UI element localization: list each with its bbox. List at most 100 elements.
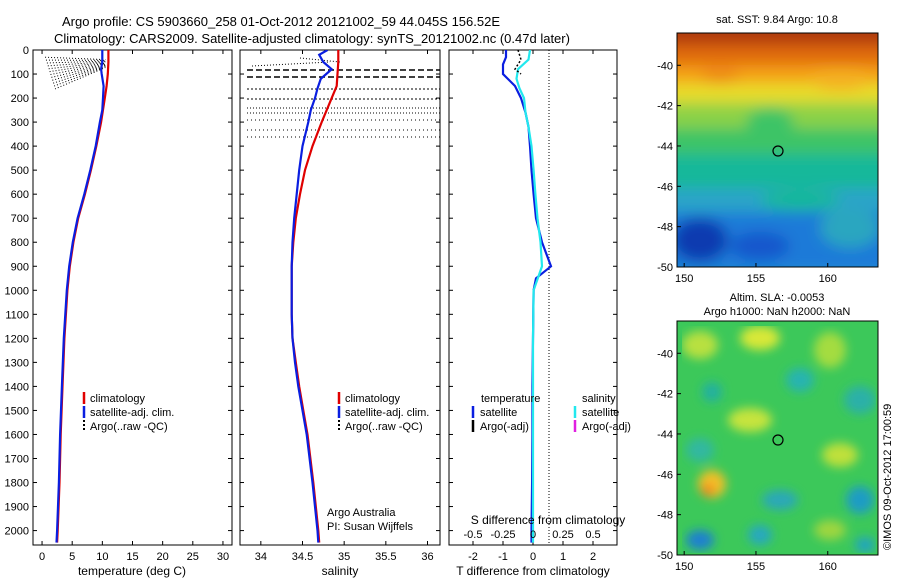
legend-label-s-satellite: satellite xyxy=(582,407,619,419)
x-tick-label: 5 xyxy=(69,551,75,563)
map-x-tick-label: 160 xyxy=(819,561,837,573)
y-tick-label: 100 xyxy=(11,69,29,81)
sst-map-axes: 150 155 160 -50 -48 -46 -44 -42 -40 xyxy=(657,60,837,285)
figure-title-line1: Argo profile: CS 5903660_258 01-Oct-2012… xyxy=(62,14,500,29)
secondary-tick-label: -0.5 xyxy=(464,529,483,541)
x-tick-label: 1 xyxy=(560,551,566,563)
temperature-argo-profiles xyxy=(45,56,106,90)
difference-x-axis: -2 -1 0 1 2 xyxy=(468,50,596,563)
temperature-xlabel: temperature (deg C) xyxy=(78,564,186,578)
series-line-satellite-adj-clim- xyxy=(55,50,105,543)
argo-temperature-line xyxy=(54,67,106,90)
map-y-tick-label: -40 xyxy=(657,348,673,360)
secondary-tick-label: -0.25 xyxy=(490,529,515,541)
sla-heatmap xyxy=(677,321,878,555)
y-tick-label: 900 xyxy=(11,261,29,273)
difference-xlabel: T difference from climatology xyxy=(456,564,610,578)
y-tick-label: 1500 xyxy=(5,405,29,417)
difference-panel: -2 -1 0 1 2 T difference from climatology S … xyxy=(448,49,631,578)
map-y-tick-label: -48 xyxy=(657,510,673,522)
y-tick-label: 800 xyxy=(11,237,29,249)
sla-map-axes: 150 155 160 -50 -48 -46 -44 -42 -40 xyxy=(657,348,837,573)
legend-label-s-argo: Argo(-adj) xyxy=(582,421,631,433)
x-tick-label: 10 xyxy=(96,551,108,563)
argo-float-marker xyxy=(772,145,784,157)
y-tick-label: 1400 xyxy=(5,381,29,393)
temperature-panel: 0100200300400500600700800900100011001200… xyxy=(5,45,233,578)
y-tick-label: 500 xyxy=(11,165,29,177)
argo-temperature-line xyxy=(50,63,106,76)
secondary-tick-label: 0.25 xyxy=(552,529,573,541)
x-tick-label: 34.5 xyxy=(292,551,313,563)
map-y-tick-label: -40 xyxy=(657,60,673,72)
salinity-y-ticks xyxy=(240,49,440,532)
difference-secondary-ticks: -0.5 -0.25 0 0.25 0.5 xyxy=(464,529,601,541)
map-y-tick-label: -50 xyxy=(657,550,673,562)
argo-temperature-line xyxy=(52,64,106,81)
map-y-tick-label: -42 xyxy=(657,101,673,113)
map-y-tick-label: -44 xyxy=(657,141,673,153)
map-x-tick-label: 160 xyxy=(819,273,837,285)
x-tick-label: 15 xyxy=(126,551,138,563)
y-tick-label: 1000 xyxy=(5,285,29,297)
argo-temperature-line xyxy=(49,62,106,73)
temperature-axes-box xyxy=(32,49,233,546)
difference-legend: temperature salinity satellite Argo(-adj… xyxy=(471,393,631,433)
sst-heatmap xyxy=(677,33,878,267)
argo-australia-note: Argo Australia xyxy=(327,507,396,519)
y-tick-label: 1100 xyxy=(5,309,29,321)
argo-float-marker xyxy=(772,434,784,446)
argo-temperature-line xyxy=(53,65,106,84)
x-tick-label: 0 xyxy=(530,551,536,563)
y-tick-label: 1200 xyxy=(5,333,29,345)
x-tick-label: 35.5 xyxy=(375,551,396,563)
legend-header-temperature: temperature xyxy=(481,393,540,405)
argo-temperature-line xyxy=(45,56,106,61)
legend-label-t-satellite: satellite xyxy=(480,407,517,419)
salinity-panel: 34 34.5 35 35.5 36 salinity climatology sate… xyxy=(239,49,441,578)
y-tick-label: 0 xyxy=(23,45,29,57)
map-y-tick-label: -44 xyxy=(657,429,673,441)
y-tick-label: 1900 xyxy=(5,502,29,514)
argo-temperature-line xyxy=(47,61,106,67)
map-x-tick-label: 150 xyxy=(675,561,693,573)
y-tick-label: 200 xyxy=(11,93,29,105)
legend-label-argo: Argo(..raw -QC) xyxy=(90,421,168,433)
salinity-x-axis: 34 34.5 35 35.5 36 xyxy=(255,50,434,563)
argo-temperature-line xyxy=(53,66,106,87)
map-y-tick-label: -48 xyxy=(657,222,673,234)
sla-map-title-line2: Argo h1000: NaN h2000: NaN xyxy=(704,306,851,318)
x-tick-label: -1 xyxy=(498,551,508,563)
argo-pi-note: PI: Susan Wijffels xyxy=(327,521,413,533)
map-y-tick-label: -42 xyxy=(657,389,673,401)
map-y-tick-label: -50 xyxy=(657,262,673,274)
legend-label-climatology: climatology xyxy=(90,393,146,405)
temperature-x-axis: 0 5 10 15 20 25 30 xyxy=(39,50,229,563)
y-tick-label: 1800 xyxy=(5,478,29,490)
salinity-legend: climatology satellite-adj. clim. Argo(..… xyxy=(337,392,429,433)
argo-temperature-line xyxy=(46,60,106,64)
map-y-tick-label: -46 xyxy=(657,181,673,193)
map-y-tick-label: -46 xyxy=(657,469,673,481)
map-x-tick-label: 155 xyxy=(747,561,765,573)
series-line-satellite-adj-clim- xyxy=(290,50,334,543)
map-x-tick-label: 150 xyxy=(675,273,693,285)
secondary-tick-label: 0 xyxy=(530,529,536,541)
legend-label-argo: Argo(..raw -QC) xyxy=(345,421,423,433)
legend-label-satellite: satellite-adj. clim. xyxy=(345,407,429,419)
y-tick-label: 1700 xyxy=(5,453,29,465)
x-tick-label: 0 xyxy=(39,551,45,563)
argo-temperature-line xyxy=(51,64,106,78)
legend-label-satellite: satellite-adj. clim. xyxy=(90,407,174,419)
salinity-xlabel: salinity xyxy=(322,564,359,578)
x-tick-label: 30 xyxy=(217,551,229,563)
y-tick-label: 400 xyxy=(11,141,29,153)
x-tick-label: 2 xyxy=(590,551,596,563)
y-tick-label: 2000 xyxy=(5,526,29,538)
figure-title-line2: Climatology: CARS2009. Satellite-adjuste… xyxy=(54,31,570,46)
legend-header-salinity: salinity xyxy=(582,393,616,405)
map-x-tick-label: 155 xyxy=(747,273,765,285)
sla-map-title-line1: Altim. SLA: -0.0053 xyxy=(730,292,825,304)
legend-label-t-argo: Argo(-adj) xyxy=(480,421,529,433)
x-tick-label: 34 xyxy=(255,551,267,563)
